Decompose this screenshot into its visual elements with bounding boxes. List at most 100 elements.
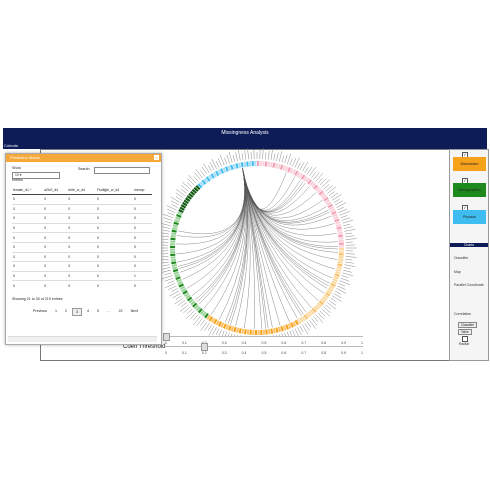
table-cell: 0 bbox=[12, 261, 44, 272]
variable-label-mark bbox=[327, 302, 337, 310]
chart-option-classifier[interactable]: Classifier bbox=[454, 256, 469, 260]
correlation-link bbox=[242, 168, 319, 301]
variable-label-mark bbox=[337, 285, 346, 290]
radial-checkbox[interactable] bbox=[462, 336, 468, 342]
variable-label-mark bbox=[345, 256, 357, 258]
slider-thumb-1[interactable] bbox=[163, 333, 170, 341]
column-header[interactable]: female_d1 ^ bbox=[12, 186, 44, 195]
variable-label-mark bbox=[309, 319, 316, 330]
ring-segment bbox=[178, 283, 184, 288]
chart-option-map[interactable]: Map bbox=[454, 270, 461, 274]
column-header[interactable]: a2lv2_d4 bbox=[43, 186, 68, 195]
table-cell: 0 bbox=[43, 222, 68, 233]
variable-label-mark bbox=[340, 215, 348, 219]
slider-tick: 0.7 bbox=[301, 341, 307, 345]
classifier-button[interactable]: Classifier bbox=[458, 322, 478, 328]
ring-segment bbox=[185, 197, 191, 202]
variable-label-mark bbox=[319, 310, 326, 317]
column-header[interactable]: menop bbox=[133, 186, 152, 195]
variable-label-mark bbox=[169, 290, 180, 297]
slider-tick: 0.2 bbox=[201, 351, 207, 355]
horizontal-scrollbar[interactable] bbox=[8, 336, 157, 342]
ring-segment bbox=[338, 242, 344, 245]
variable-label-mark bbox=[343, 226, 353, 229]
ring-segment bbox=[320, 192, 326, 198]
ring-segment bbox=[189, 190, 196, 196]
table-cell: 0 bbox=[95, 213, 134, 224]
mechanism-swatch[interactable]: Mechanism bbox=[453, 157, 486, 171]
page-button[interactable]: 2 bbox=[64, 309, 67, 313]
cohorts-tab[interactable]: Cohorts bbox=[4, 143, 19, 148]
ring-segment bbox=[235, 163, 239, 169]
previous-page-button[interactable]: Previous bbox=[33, 309, 47, 313]
column-header[interactable]: Fruitlgth_w_d4 bbox=[95, 186, 134, 195]
ring-segment bbox=[318, 190, 324, 196]
coeff-sliders[interactable]: 0 0.1 0.2 0.3 0.4 0.5 0.6 0.7 0.8 0.9 1 0 0.1 0.2 0.3… bbox=[163, 333, 363, 357]
ring-segment bbox=[305, 177, 310, 183]
variable-label-mark bbox=[332, 194, 342, 201]
variable-label-mark bbox=[344, 229, 356, 232]
column-header[interactable]: birth_w_d4 bbox=[67, 186, 96, 195]
page-button[interactable]: 3 bbox=[71, 308, 82, 316]
correlation-link bbox=[242, 168, 304, 315]
ring-segment bbox=[233, 326, 237, 333]
variable-label-mark bbox=[225, 331, 228, 336]
table-cell: 0 bbox=[95, 280, 134, 290]
table-cell: 0 bbox=[95, 261, 134, 272]
variable-label-mark bbox=[228, 332, 230, 336]
demographics-swatch[interactable]: Demographics bbox=[453, 183, 486, 197]
table-cell: 0 bbox=[95, 270, 134, 281]
next-page-button[interactable]: Next bbox=[130, 309, 138, 313]
variable-label-mark bbox=[304, 166, 309, 173]
ring-segment bbox=[172, 224, 179, 228]
variable-label-mark bbox=[208, 325, 215, 336]
ring-segment bbox=[172, 266, 178, 270]
slider-tick: 0.1 bbox=[181, 351, 187, 355]
app-header: Missingness Analysis bbox=[3, 128, 487, 144]
page-button[interactable]: 5 bbox=[96, 309, 99, 313]
variable-label-mark bbox=[317, 177, 323, 184]
page-button[interactable]: 1 bbox=[54, 309, 57, 313]
chart-option-parallel[interactable]: Parallel Coordinate bbox=[454, 283, 484, 287]
variable-label-mark bbox=[193, 175, 199, 182]
variable-label-mark bbox=[162, 229, 170, 232]
ring-segment bbox=[248, 161, 252, 167]
search-input[interactable] bbox=[94, 167, 150, 174]
ring-segment bbox=[309, 309, 315, 315]
page-button[interactable]: 4 bbox=[86, 309, 89, 313]
slider-tick: 0.7 bbox=[301, 351, 307, 355]
variable-label-mark bbox=[161, 275, 173, 280]
close-icon[interactable]: × bbox=[154, 155, 159, 160]
slider-thumb-2[interactable] bbox=[201, 343, 208, 351]
ring-segment bbox=[175, 276, 181, 281]
ring-segment bbox=[193, 304, 200, 310]
table-button[interactable]: Table bbox=[458, 329, 472, 335]
dialog-title-bar[interactable]: Prediction Matrix × bbox=[6, 154, 161, 162]
entries-select[interactable]: 10 ▾ bbox=[12, 172, 60, 179]
variable-label-mark bbox=[338, 208, 348, 213]
variable-label-mark bbox=[343, 223, 351, 227]
ring-segment bbox=[171, 229, 177, 233]
ring-segment bbox=[193, 186, 199, 192]
slider-tick: 0.5 bbox=[261, 351, 267, 355]
variable-label-mark bbox=[175, 295, 182, 300]
chord-diagram[interactable] bbox=[150, 146, 365, 336]
variable-label-mark bbox=[304, 323, 310, 331]
slider-tick: 0.8 bbox=[321, 341, 327, 345]
ring-segment bbox=[314, 186, 321, 192]
table-cell: 0 bbox=[95, 203, 134, 214]
variable-label-mark bbox=[207, 165, 212, 172]
variable-label-mark bbox=[344, 261, 354, 264]
variable-label-mark bbox=[212, 327, 217, 336]
page-button[interactable]: 22 bbox=[118, 309, 123, 313]
prediction-matrix-dialog[interactable]: Prediction Matrix × Show 10 ▾ entries Se… bbox=[5, 153, 162, 345]
variable-label-mark bbox=[289, 158, 293, 166]
variable-label-mark bbox=[338, 283, 346, 287]
variable-label-mark bbox=[209, 162, 215, 171]
variable-label-mark bbox=[344, 232, 352, 235]
physical-swatch[interactable]: Physical bbox=[453, 210, 486, 224]
page-button[interactable]: … bbox=[106, 309, 111, 313]
ring-segment bbox=[328, 206, 335, 211]
correlation-label: Correlation bbox=[454, 312, 472, 316]
